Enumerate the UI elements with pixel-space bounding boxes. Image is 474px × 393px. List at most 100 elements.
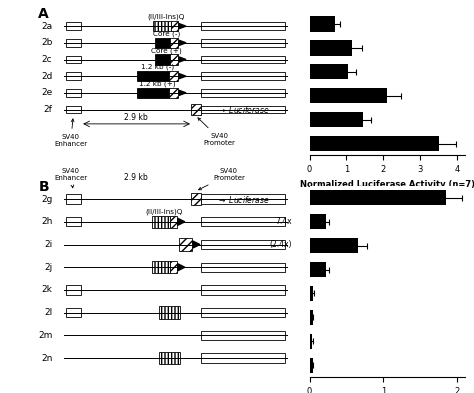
Bar: [201, 56, 285, 63]
Text: 7.4x: 7.4x: [275, 217, 292, 226]
Bar: [310, 136, 439, 151]
Bar: [152, 261, 170, 274]
Bar: [66, 56, 81, 63]
Text: 2n: 2n: [41, 354, 52, 363]
Bar: [179, 238, 192, 251]
Bar: [201, 195, 285, 204]
Bar: [201, 263, 285, 272]
Text: 2a: 2a: [41, 22, 52, 31]
Bar: [66, 217, 81, 226]
Bar: [310, 310, 312, 325]
Bar: [310, 358, 312, 373]
Bar: [169, 88, 178, 98]
Bar: [310, 238, 357, 253]
Bar: [310, 88, 387, 103]
Bar: [201, 72, 285, 80]
Text: 2e: 2e: [41, 88, 52, 97]
Text: SV40
Enhancer: SV40 Enhancer: [55, 168, 88, 188]
Bar: [201, 22, 285, 30]
Bar: [310, 190, 446, 206]
Text: 2c: 2c: [42, 55, 52, 64]
Text: 2k: 2k: [41, 285, 52, 294]
Bar: [66, 308, 81, 318]
Text: 1.2 kb (-): 1.2 kb (-): [141, 64, 174, 70]
Polygon shape: [202, 196, 209, 202]
Bar: [310, 112, 363, 127]
X-axis label: Normalized Luciferase Activity (n=7): Normalized Luciferase Activity (n=7): [300, 180, 474, 189]
Polygon shape: [179, 73, 186, 79]
Text: Core (-): Core (-): [153, 31, 180, 37]
Bar: [310, 40, 352, 55]
Bar: [66, 22, 81, 30]
Bar: [310, 16, 336, 31]
Polygon shape: [202, 107, 209, 112]
Bar: [310, 214, 326, 230]
Bar: [310, 286, 313, 301]
Bar: [171, 55, 178, 64]
Bar: [154, 21, 171, 31]
Bar: [191, 105, 201, 114]
Bar: [66, 106, 81, 113]
Bar: [66, 39, 81, 47]
Text: SV40
Enhancer: SV40 Enhancer: [55, 119, 88, 147]
Bar: [171, 38, 178, 48]
Text: 2.9 kb: 2.9 kb: [124, 173, 148, 182]
Bar: [155, 55, 170, 64]
Bar: [201, 331, 285, 340]
Text: (II/III-Ins)Q: (II/III-Ins)Q: [147, 14, 184, 20]
Bar: [66, 195, 81, 204]
Polygon shape: [179, 24, 186, 29]
Text: 2j: 2j: [44, 263, 52, 272]
Bar: [201, 308, 285, 318]
Polygon shape: [193, 241, 200, 248]
Bar: [201, 217, 285, 226]
Text: B: B: [38, 180, 49, 194]
Bar: [170, 261, 177, 274]
Polygon shape: [179, 57, 186, 62]
Text: 2d: 2d: [41, 72, 52, 81]
Bar: [201, 240, 285, 249]
Polygon shape: [179, 90, 186, 95]
Text: 2i: 2i: [44, 240, 52, 249]
Bar: [159, 352, 180, 364]
Bar: [201, 106, 285, 113]
Text: 1.2 kb (+): 1.2 kb (+): [139, 81, 176, 87]
Bar: [201, 89, 285, 97]
Bar: [310, 334, 312, 349]
Bar: [137, 71, 169, 81]
Bar: [310, 64, 348, 79]
Text: 2h: 2h: [41, 217, 52, 226]
Text: A: A: [38, 7, 49, 22]
Bar: [66, 285, 81, 295]
Text: (2.4x): (2.4x): [269, 240, 292, 249]
Bar: [152, 216, 170, 228]
Text: SV40
Promoter: SV40 Promoter: [198, 118, 236, 145]
Bar: [137, 88, 169, 98]
Text: SV40
Promoter: SV40 Promoter: [199, 168, 245, 190]
Text: (II/III-Ins)Q: (II/III-Ins)Q: [146, 209, 183, 215]
Text: $\rightarrow$ Luciferase: $\rightarrow$ Luciferase: [217, 104, 269, 115]
Bar: [201, 353, 285, 363]
Polygon shape: [178, 219, 185, 225]
Text: 2b: 2b: [41, 39, 52, 47]
Text: 2f: 2f: [44, 105, 52, 114]
Bar: [170, 216, 177, 228]
Polygon shape: [178, 264, 185, 271]
Bar: [155, 38, 170, 48]
Bar: [66, 72, 81, 80]
Bar: [201, 39, 285, 47]
Bar: [201, 285, 285, 295]
Polygon shape: [179, 40, 186, 46]
Bar: [171, 21, 178, 31]
Text: 2m: 2m: [38, 331, 52, 340]
Bar: [310, 262, 326, 277]
Text: 2g: 2g: [41, 195, 52, 204]
Bar: [66, 89, 81, 97]
Text: 2.9 kb: 2.9 kb: [124, 113, 148, 122]
Bar: [169, 71, 178, 81]
Text: Core (+): Core (+): [151, 47, 182, 54]
Text: $\rightarrow$ Luciferase: $\rightarrow$ Luciferase: [217, 194, 269, 205]
Text: 2l: 2l: [44, 308, 52, 317]
Bar: [159, 307, 180, 319]
Bar: [191, 193, 201, 205]
